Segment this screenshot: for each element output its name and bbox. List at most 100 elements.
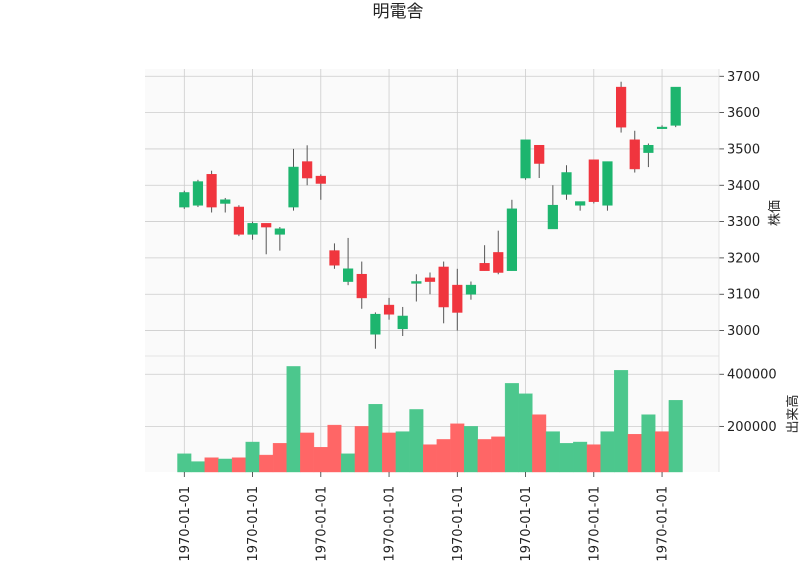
volume-bar [409,409,424,473]
volume-tick-label: 400000 [727,368,777,383]
date-tick-label: 1970-01-01 [587,486,602,562]
candle-body [479,263,490,271]
candle-body [370,313,381,335]
price-tick-label: 3000 [727,324,760,339]
volume-bar [559,443,574,473]
volume-bar [655,431,670,473]
volume-bar [272,443,287,473]
volume-bar [313,447,328,473]
volume-bar [395,431,410,473]
volume-bar [641,414,656,473]
candle-body [261,223,272,228]
volume-bar [614,370,629,473]
candle-body [438,266,449,308]
date-tick-label: 1970-01-01 [178,486,193,562]
candle-body [247,223,258,235]
price-tick-label: 3300 [727,215,760,230]
volume-bar [177,453,192,473]
axes: 3000 3100 3200 3300 3400 3500 3600 3700 200000 40… [145,69,777,562]
candle-body [465,284,477,295]
candle-body [220,199,231,204]
candle-body [342,268,354,282]
volume-bar [477,439,492,473]
volume-bar [586,444,601,473]
volume-bar [382,432,397,473]
volume-bar [532,414,547,473]
volume-bar [286,366,301,473]
volume-bar [450,423,465,473]
volume-bar [327,424,342,473]
price-tick-label: 3200 [727,251,760,266]
candle-body [206,174,217,208]
candle-body [575,201,586,206]
date-tick-label: 1970-01-01 [656,486,671,562]
price-tick-label: 3600 [727,106,760,121]
volume-bar [668,400,683,473]
candle-body [383,304,395,315]
candle-body [274,228,285,235]
candle-body [520,139,531,179]
volume-bar [341,453,356,473]
candle-body [588,159,599,202]
candle-body [506,208,518,271]
date-tick-label: 1970-01-01 [383,486,398,562]
candle-body [643,144,654,153]
candle-bodies [179,86,681,335]
volume-bar [573,441,588,473]
price-tick-label: 3400 [727,179,760,194]
candle-body [179,192,190,208]
candle-body [329,250,340,266]
volume-bar [463,426,478,473]
date-tick-label: 1970-01-01 [314,486,329,562]
candle-body [356,273,367,299]
candle-body [547,204,558,230]
volume-bar [368,404,383,473]
volume-bar [423,444,438,473]
date-tick-label: 1970-01-01 [519,486,534,562]
candle-body [411,281,422,284]
volume-bar [354,426,369,473]
candle-body [493,252,504,273]
volume-bar [491,436,506,473]
price-panel [145,69,719,356]
volume-bar [436,439,451,473]
candle-body [602,161,613,206]
volume-bar [545,431,560,473]
candle-body [670,86,681,126]
volume-bar [259,454,274,473]
candle-body [615,86,627,128]
price-tick-label: 3700 [727,70,760,85]
volume-axis-label: 出来高 [785,394,800,433]
volume-bar [245,441,260,473]
candle-body [452,284,463,313]
candle-body [302,161,313,179]
volume-bar [600,431,615,473]
candle-body [315,175,326,184]
volume-bar [518,393,533,473]
volume-bar [218,458,233,473]
volume-bar [190,461,205,473]
date-tick-label: 1970-01-01 [451,486,466,562]
candle-body [288,166,299,208]
price-tick-label: 3500 [727,142,760,157]
candle-body [233,206,245,235]
candle-body [561,172,572,195]
volume-bar [300,432,315,473]
candle-body [192,181,204,206]
candle-body [656,126,668,129]
chart-title: 明電舎 [373,2,424,22]
candle-body [629,139,640,170]
date-tick-label: 1970-01-01 [246,486,261,562]
candle-body [534,144,545,164]
volume-tick-label: 200000 [727,420,777,435]
volume-bars [177,366,683,473]
candle-body [424,277,436,282]
price-axis-label: 株価 [768,200,783,226]
volume-bar [204,457,219,473]
volume-bar [504,383,519,473]
volume-bar [627,434,642,473]
price-tick-label: 3100 [727,288,760,303]
candle-body [397,315,408,330]
volume-bar [231,457,246,473]
